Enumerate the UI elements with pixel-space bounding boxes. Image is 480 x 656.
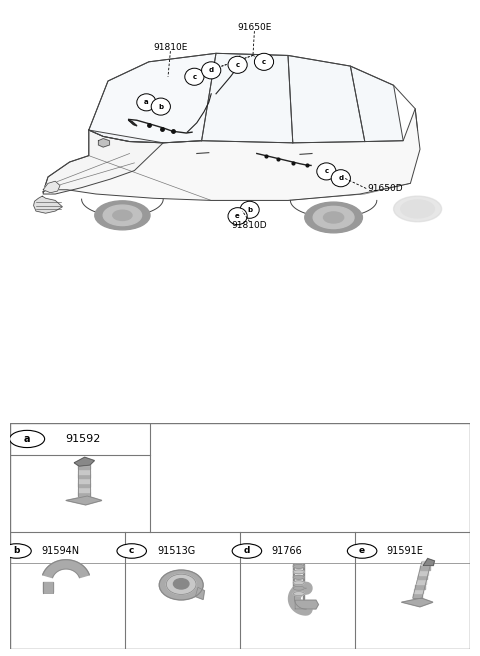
Polygon shape <box>78 479 90 483</box>
Text: e: e <box>359 546 365 556</box>
Polygon shape <box>303 564 304 599</box>
Circle shape <box>228 208 247 225</box>
Polygon shape <box>202 53 293 143</box>
Polygon shape <box>402 598 433 607</box>
Text: e: e <box>235 213 240 219</box>
Polygon shape <box>43 130 163 194</box>
Ellipse shape <box>159 570 203 600</box>
Ellipse shape <box>167 574 196 594</box>
Ellipse shape <box>324 212 344 223</box>
Ellipse shape <box>313 207 354 228</box>
Text: c: c <box>324 169 328 174</box>
Text: a: a <box>24 434 30 444</box>
Polygon shape <box>89 53 216 143</box>
Ellipse shape <box>293 581 304 584</box>
Text: b: b <box>158 104 163 110</box>
Text: 91766: 91766 <box>271 546 302 556</box>
Polygon shape <box>288 56 365 143</box>
Polygon shape <box>34 196 62 213</box>
Text: 91592: 91592 <box>65 434 100 444</box>
Polygon shape <box>419 571 429 575</box>
Ellipse shape <box>293 586 304 590</box>
Polygon shape <box>413 594 422 598</box>
Circle shape <box>137 94 156 111</box>
Polygon shape <box>422 562 431 565</box>
Polygon shape <box>420 566 430 570</box>
Text: 91513G: 91513G <box>157 546 195 556</box>
Polygon shape <box>293 564 294 599</box>
Text: b: b <box>13 546 20 556</box>
Ellipse shape <box>293 592 304 596</box>
Ellipse shape <box>293 570 304 574</box>
Circle shape <box>240 201 259 218</box>
Text: 91650E: 91650E <box>237 23 272 32</box>
Circle shape <box>202 62 221 79</box>
Polygon shape <box>418 575 427 579</box>
Polygon shape <box>78 466 90 470</box>
FancyBboxPatch shape <box>10 423 470 649</box>
Ellipse shape <box>293 564 304 568</box>
Circle shape <box>10 430 45 447</box>
Polygon shape <box>129 120 137 126</box>
Polygon shape <box>423 559 434 565</box>
Ellipse shape <box>394 196 442 222</box>
Ellipse shape <box>305 202 362 233</box>
Polygon shape <box>98 138 109 147</box>
Ellipse shape <box>293 575 304 579</box>
Text: c: c <box>192 73 196 80</box>
Polygon shape <box>43 560 89 578</box>
Text: d: d <box>209 68 214 73</box>
Ellipse shape <box>401 200 434 218</box>
Polygon shape <box>414 589 423 594</box>
Circle shape <box>151 98 170 115</box>
Text: c: c <box>129 546 134 556</box>
Circle shape <box>317 163 336 180</box>
Text: 91810E: 91810E <box>153 43 188 52</box>
Ellipse shape <box>113 210 132 220</box>
Text: 91594N: 91594N <box>42 546 80 556</box>
Polygon shape <box>350 66 403 142</box>
Polygon shape <box>78 461 90 465</box>
Circle shape <box>2 544 31 558</box>
Polygon shape <box>66 496 102 505</box>
Circle shape <box>228 56 247 73</box>
Circle shape <box>117 544 146 558</box>
Text: b: b <box>247 207 252 213</box>
Circle shape <box>331 170 350 187</box>
Circle shape <box>348 544 377 558</box>
Text: 91650D: 91650D <box>367 184 403 193</box>
Circle shape <box>254 53 274 70</box>
Text: d: d <box>338 175 343 181</box>
Polygon shape <box>43 581 52 592</box>
Ellipse shape <box>95 201 150 230</box>
Ellipse shape <box>173 579 189 589</box>
Polygon shape <box>78 470 90 474</box>
Polygon shape <box>43 181 60 193</box>
Text: c: c <box>236 62 240 68</box>
Polygon shape <box>43 109 420 201</box>
Polygon shape <box>78 492 90 496</box>
Polygon shape <box>78 487 90 491</box>
Text: a: a <box>144 99 149 106</box>
Polygon shape <box>74 457 95 466</box>
Text: 91810D: 91810D <box>232 220 267 230</box>
Polygon shape <box>417 580 426 584</box>
Circle shape <box>232 544 262 558</box>
Text: d: d <box>244 546 250 556</box>
Circle shape <box>185 68 204 85</box>
Ellipse shape <box>103 205 142 226</box>
Polygon shape <box>195 587 204 600</box>
Text: c: c <box>262 59 266 65</box>
Polygon shape <box>78 483 90 487</box>
Polygon shape <box>415 584 425 589</box>
Polygon shape <box>295 600 318 609</box>
Polygon shape <box>78 474 90 478</box>
Text: 91591E: 91591E <box>386 546 423 556</box>
